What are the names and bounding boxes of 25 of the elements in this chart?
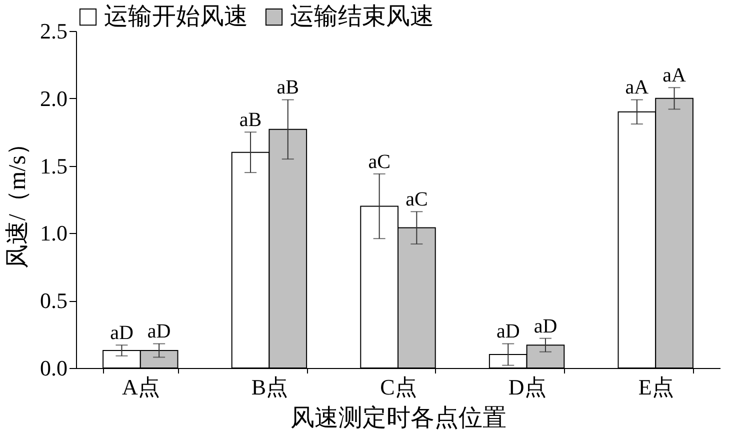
x-tick-label: A点 <box>122 374 160 400</box>
data-label: aD <box>496 320 520 343</box>
x-tick-label: D点 <box>508 374 546 400</box>
data-label: aB <box>276 76 299 99</box>
data-label: aC <box>368 150 390 173</box>
y-tick-label: 2.5 <box>40 18 68 44</box>
data-label: aB <box>239 109 262 132</box>
data-label: aC <box>406 188 428 211</box>
y-tick-label: 0.0 <box>40 356 68 380</box>
x-axis-title: 风速测定时各点位置 <box>290 404 506 432</box>
data-label: aD <box>534 315 558 338</box>
x-tick-label: C点 <box>380 374 417 400</box>
y-tick-label: 1.5 <box>40 153 68 178</box>
data-label: aD <box>110 322 134 344</box>
x-tick-label: B点 <box>251 374 288 400</box>
data-label: aA <box>625 76 650 99</box>
legend-label: 运输开始风速 <box>104 4 248 30</box>
x-tick-label: E点 <box>638 374 674 400</box>
data-label: aD <box>147 320 171 343</box>
data-label: aA <box>662 64 686 87</box>
y-tick-label: 0.5 <box>40 288 68 314</box>
y-axis-title: 风速/（m/s） <box>5 131 31 269</box>
y-tick-label: 2.0 <box>40 86 68 111</box>
y-tick-label: 1.0 <box>40 220 68 246</box>
legend-label: 运输结束风速 <box>290 4 434 30</box>
